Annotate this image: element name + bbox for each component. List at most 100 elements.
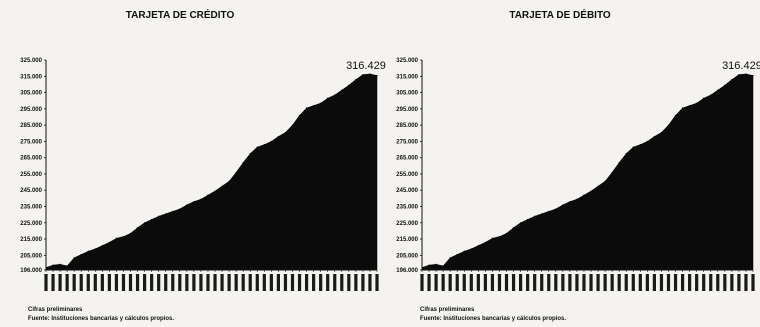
x-tick-label	[709, 274, 713, 291]
x-tick-label	[659, 274, 664, 291]
x-tick-label	[702, 274, 706, 291]
x-tick-label	[121, 274, 126, 291]
note-source: Fuente: Instituciones bancarias y cálcul…	[28, 316, 175, 322]
data-point	[463, 250, 465, 252]
x-tick-label	[441, 274, 445, 291]
data-point	[80, 253, 82, 256]
x-tick-label	[455, 274, 459, 291]
x-tick-label	[58, 274, 62, 291]
data-point	[362, 74, 364, 76]
x-tick-label	[737, 274, 741, 291]
data-point	[505, 232, 508, 234]
x-tick-label	[319, 274, 323, 291]
x-tick-label	[624, 274, 628, 291]
y-tick-label: 305.000	[20, 91, 42, 97]
y-tick-label: 295.000	[20, 107, 42, 113]
data-point	[327, 97, 329, 99]
x-tick-label	[178, 274, 182, 291]
x-tick-label	[462, 274, 466, 291]
data-point	[108, 241, 110, 243]
x-tick-label	[164, 274, 168, 291]
x-tick-label	[427, 274, 431, 291]
data-point	[235, 171, 237, 173]
data-point	[435, 263, 437, 265]
x-tick-label	[248, 274, 252, 291]
x-tick-label	[72, 274, 76, 291]
data-point	[87, 250, 89, 252]
x-tick-label	[65, 274, 69, 291]
data-point	[752, 74, 754, 77]
x-tick-label	[680, 274, 685, 291]
x-tick-label	[596, 274, 600, 291]
x-tick-label	[297, 274, 302, 291]
data-point	[583, 194, 585, 196]
data-point	[625, 153, 627, 155]
data-point	[576, 198, 578, 200]
data-point	[115, 237, 118, 239]
note-preliminary: Cifras preliminares	[420, 307, 475, 313]
peak-value-label: 316.429	[346, 60, 386, 72]
note-preliminary: Cifras preliminares	[28, 307, 83, 313]
x-tick-label	[283, 274, 288, 291]
y-tick-label: 196.000	[396, 268, 418, 274]
data-point	[710, 94, 712, 96]
x-tick-label	[276, 274, 281, 291]
x-tick-label	[185, 274, 189, 291]
x-tick-label	[666, 274, 671, 291]
x-tick-label	[107, 274, 111, 291]
data-point	[470, 248, 472, 250]
x-tick-label	[518, 274, 523, 291]
x-tick-label	[333, 274, 337, 291]
data-point	[696, 102, 698, 104]
data-point	[569, 201, 571, 203]
data-point	[214, 190, 216, 192]
data-point	[449, 257, 451, 259]
y-tick-label: 265.000	[396, 156, 418, 162]
data-point	[59, 263, 61, 265]
x-tick-label	[354, 274, 358, 291]
y-tick-label: 295.000	[396, 107, 418, 113]
data-point	[242, 161, 244, 164]
data-point	[355, 78, 357, 81]
data-point	[66, 265, 68, 267]
y-tick-label: 315.000	[20, 74, 42, 80]
y-tick-label: 196.000	[20, 268, 42, 274]
x-tick-label	[262, 274, 266, 291]
data-point	[144, 222, 146, 224]
data-point	[674, 114, 677, 116]
data-point	[477, 244, 479, 247]
x-tick-label	[312, 274, 316, 291]
x-tick-label	[368, 274, 372, 291]
data-point	[724, 84, 726, 86]
data-point	[611, 171, 613, 173]
x-tick-label	[157, 274, 161, 291]
data-point	[249, 153, 251, 155]
x-tick-label	[241, 274, 245, 291]
x-tick-label	[304, 274, 309, 291]
x-tick-label	[476, 274, 480, 291]
x-tick-label	[199, 274, 203, 291]
data-point	[618, 161, 620, 164]
y-tick-label: 305.000	[396, 91, 418, 97]
data-point	[221, 185, 223, 187]
x-tick-label	[568, 274, 572, 291]
data-point	[376, 74, 378, 77]
data-point	[660, 131, 663, 134]
data-point	[498, 236, 501, 238]
credit-card-panel: TARJETA DE CRÉDITO 196.000 205.000 215.000…	[20, 10, 386, 324]
data-point	[527, 218, 529, 221]
data-point	[256, 146, 258, 148]
x-tick-label	[469, 274, 473, 291]
data-point	[129, 232, 132, 234]
data-point	[348, 84, 350, 86]
data-point	[632, 146, 634, 148]
data-point	[512, 227, 515, 229]
data-point	[442, 265, 444, 267]
x-tick-label	[652, 274, 657, 291]
data-point	[284, 131, 287, 134]
chart-title: TARJETA DE CRÉDITO	[125, 10, 235, 21]
x-tick-label	[51, 274, 55, 291]
data-point	[101, 244, 103, 247]
chart-notes: Cifras preliminares Fuente: Institucione…	[28, 306, 174, 324]
chart-title: TARJETA DE DÉBITO	[509, 10, 611, 21]
